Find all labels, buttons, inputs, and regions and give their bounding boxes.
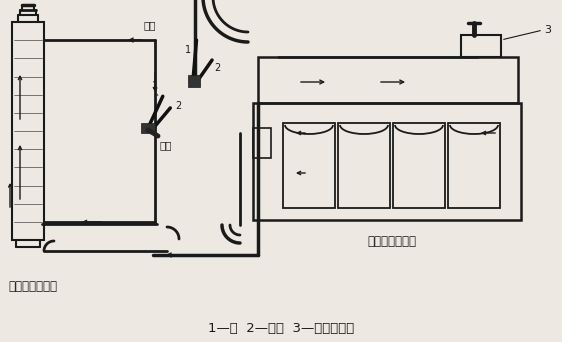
Text: 2: 2 <box>175 101 182 111</box>
Text: 逆流冲洗散热器: 逆流冲洗散热器 <box>8 280 57 293</box>
Bar <box>448 123 500 208</box>
Text: 喷枪: 喷枪 <box>160 140 173 150</box>
Text: 喷枪: 喷枪 <box>143 20 156 30</box>
Bar <box>12 22 44 240</box>
Text: 3: 3 <box>544 25 551 35</box>
Bar <box>141 123 155 133</box>
Text: 1: 1 <box>152 81 158 91</box>
Text: 1: 1 <box>185 45 192 55</box>
Bar <box>258 57 518 103</box>
Text: 1—水  2—空气  3—拆下节温器: 1—水 2—空气 3—拆下节温器 <box>208 321 354 334</box>
Bar <box>461 35 501 57</box>
Bar <box>188 75 200 87</box>
Bar <box>393 123 445 208</box>
Bar <box>253 103 521 220</box>
Text: 逆流冲洗发动机: 逆流冲洗发动机 <box>368 235 416 248</box>
Text: 2: 2 <box>214 63 220 73</box>
Bar <box>338 123 390 208</box>
Bar <box>253 128 271 158</box>
Bar <box>283 123 335 208</box>
